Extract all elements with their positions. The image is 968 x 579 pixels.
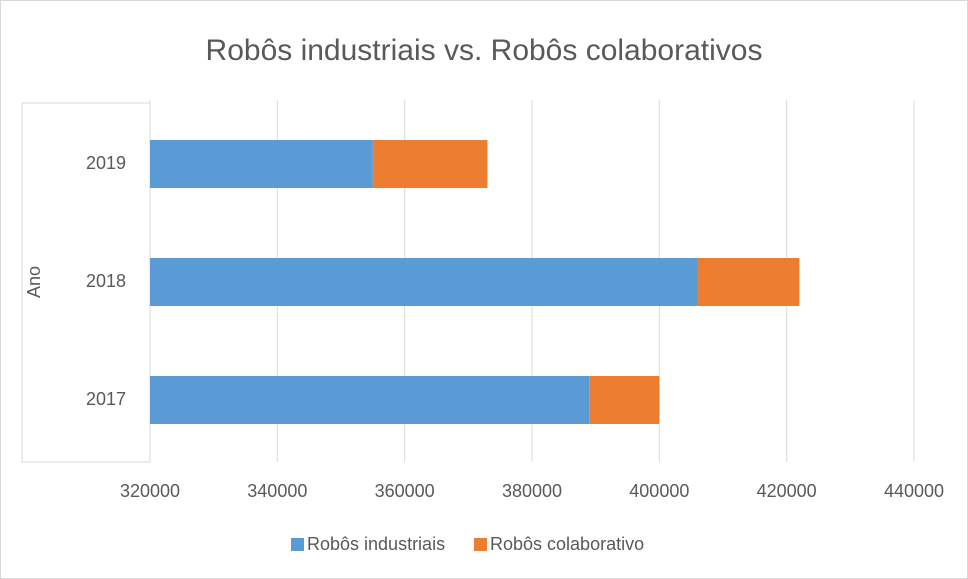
bar-segment xyxy=(150,258,698,306)
x-tick-label: 400000 xyxy=(629,481,689,501)
legend-label: Robôs colaborativo xyxy=(490,534,644,554)
x-tick-label: 340000 xyxy=(247,481,307,501)
x-tick-label: 360000 xyxy=(375,481,435,501)
y-axis-label: Ano xyxy=(24,266,44,298)
bar-segment xyxy=(372,140,488,188)
bar-segment xyxy=(697,258,800,306)
axis-label-frame xyxy=(21,102,150,463)
bar-segment xyxy=(150,140,373,188)
bar-segment xyxy=(150,376,590,424)
x-tick-label: 440000 xyxy=(884,481,944,501)
legend-swatch xyxy=(474,538,487,551)
x-tick-label: 380000 xyxy=(502,481,562,501)
y-tick-label: 2017 xyxy=(86,389,126,409)
chart-title: Robôs industriais vs. Robôs colaborativo… xyxy=(206,34,763,67)
bar-segment xyxy=(589,376,660,424)
x-tick-label: 420000 xyxy=(757,481,817,501)
x-tick-label: 320000 xyxy=(120,481,180,501)
y-tick-label: 2019 xyxy=(86,153,126,173)
y-tick-label: 2018 xyxy=(86,271,126,291)
legend-label: Robôs industriais xyxy=(307,534,445,554)
legend-swatch xyxy=(291,538,304,551)
